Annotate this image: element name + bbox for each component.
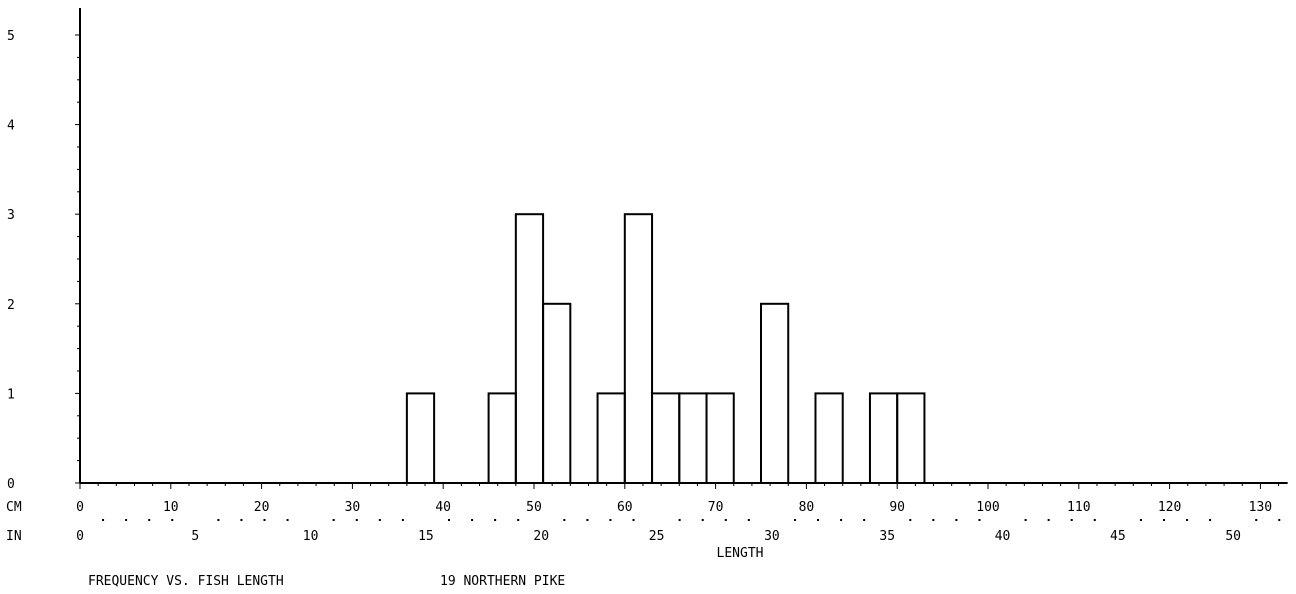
- y-tick-label: 5: [7, 29, 15, 44]
- histogram-bar: [896, 392, 926, 484]
- cm-tick-label: 130: [1249, 500, 1272, 515]
- in-minor-dot: [817, 519, 820, 521]
- cm-tick-label: 90: [889, 500, 905, 515]
- histogram-bar: [542, 302, 572, 484]
- in-axis-ticks: 0 5 10 15 20 25 30 35 40 45 50: [76, 519, 1281, 544]
- in-tick-label: 10: [303, 529, 319, 544]
- in-tick-label: 0: [76, 529, 84, 544]
- histogram-bar: [868, 392, 899, 484]
- cm-axis-ticks: 0 10 20 30 40 50 60 70 80 90 100 110 120 130: [76, 483, 1280, 515]
- in-minor-dot: [932, 519, 935, 521]
- cm-tick-label: 0: [76, 500, 84, 515]
- in-minor-dot: [1139, 519, 1142, 521]
- cm-tick-label: 80: [799, 500, 815, 515]
- in-minor-dot: [494, 519, 497, 521]
- in-minor-dot: [517, 519, 520, 521]
- histogram-bar: [487, 392, 517, 484]
- in-minor-dot: [263, 519, 266, 521]
- y-tick-label: 0: [7, 477, 15, 492]
- cm-tick-label: 10: [163, 500, 179, 515]
- histogram-bar: [814, 392, 844, 484]
- axes: [79, 8, 1288, 484]
- in-minor-dot: [217, 519, 220, 521]
- in-minor-dot: [448, 519, 451, 521]
- histogram-bar: [514, 213, 545, 484]
- in-minor-dot: [378, 519, 381, 521]
- in-minor-dot: [678, 519, 681, 521]
- x-axis-title: LENGTH: [717, 546, 764, 561]
- histogram-bar: [760, 302, 790, 484]
- in-tick-label: 25: [649, 529, 665, 544]
- in-minor-dot: [286, 519, 289, 521]
- in-minor-dot: [1278, 519, 1281, 521]
- in-minor-dot: [332, 519, 335, 521]
- in-tick-label: 15: [418, 529, 434, 544]
- in-minor-dot: [840, 519, 843, 521]
- cm-tick-label: 60: [617, 500, 633, 515]
- cm-tick-label: 50: [526, 500, 542, 515]
- in-minor-dot: [171, 519, 174, 521]
- cm-tick-label: 40: [435, 500, 451, 515]
- in-minor-dot: [609, 519, 612, 521]
- in-minor-dot: [401, 519, 404, 521]
- cm-axis-label: CM: [6, 500, 22, 515]
- histogram-bar: [623, 213, 654, 484]
- in-minor-dot: [701, 519, 704, 521]
- in-minor-dot: [1093, 519, 1096, 521]
- in-minor-dot: [1162, 519, 1165, 521]
- in-tick-label: 50: [1225, 529, 1241, 544]
- histogram-bar: [678, 392, 708, 484]
- in-minor-dot: [747, 519, 750, 521]
- in-minor-dot: [1255, 519, 1258, 521]
- chart-subtitle: 19 NORTHERN PIKE: [440, 574, 565, 589]
- cm-tick-label: 110: [1067, 500, 1090, 515]
- cm-tick-label: 30: [345, 500, 361, 515]
- histogram-bars: [405, 213, 926, 484]
- in-minor-dot: [632, 519, 635, 521]
- in-minor-dot: [148, 519, 151, 521]
- in-minor-dot: [563, 519, 566, 521]
- in-minor-dot: [1209, 519, 1212, 521]
- in-minor-dot: [863, 519, 866, 521]
- y-tick-label: 1: [7, 387, 15, 402]
- histogram-bar: [651, 392, 681, 484]
- in-minor-dot: [793, 519, 796, 521]
- histogram-bar: [405, 392, 436, 484]
- in-minor-dot: [955, 519, 958, 521]
- histogram-bar: [705, 392, 735, 484]
- in-minor-dot: [1186, 519, 1189, 521]
- y-tick-label: 4: [7, 119, 15, 134]
- cm-tick-label: 70: [708, 500, 724, 515]
- y-axis-ticks: 0 1 2 3 4 5: [7, 29, 80, 492]
- y-tick-label: 3: [7, 208, 15, 223]
- in-tick-label: 35: [879, 529, 895, 544]
- in-tick-label: 45: [1110, 529, 1126, 544]
- in-minor-dot: [355, 519, 358, 521]
- in-tick-label: 5: [191, 529, 199, 544]
- in-minor-dot: [586, 519, 589, 521]
- in-axis-label: IN: [6, 529, 22, 544]
- cm-tick-label: 20: [254, 500, 270, 515]
- in-tick-label: 30: [764, 529, 780, 544]
- in-minor-dot: [1070, 519, 1073, 521]
- in-minor-dot: [978, 519, 981, 521]
- histogram-bar: [596, 392, 626, 484]
- in-minor-dot: [471, 519, 474, 521]
- in-minor-dot: [102, 519, 105, 521]
- chart-title: FREQUENCY VS. FISH LENGTH: [88, 574, 284, 589]
- cm-tick-label: 100: [976, 500, 999, 515]
- in-tick-label: 40: [995, 529, 1011, 544]
- in-minor-dot: [1047, 519, 1050, 521]
- in-tick-label: 20: [533, 529, 549, 544]
- in-minor-dot: [240, 519, 243, 521]
- in-minor-dot: [1024, 519, 1027, 521]
- in-minor-dot: [125, 519, 128, 521]
- y-tick-label: 2: [7, 298, 15, 313]
- in-minor-dot: [724, 519, 727, 521]
- cm-tick-label: 120: [1158, 500, 1181, 515]
- in-minor-dot: [909, 519, 912, 521]
